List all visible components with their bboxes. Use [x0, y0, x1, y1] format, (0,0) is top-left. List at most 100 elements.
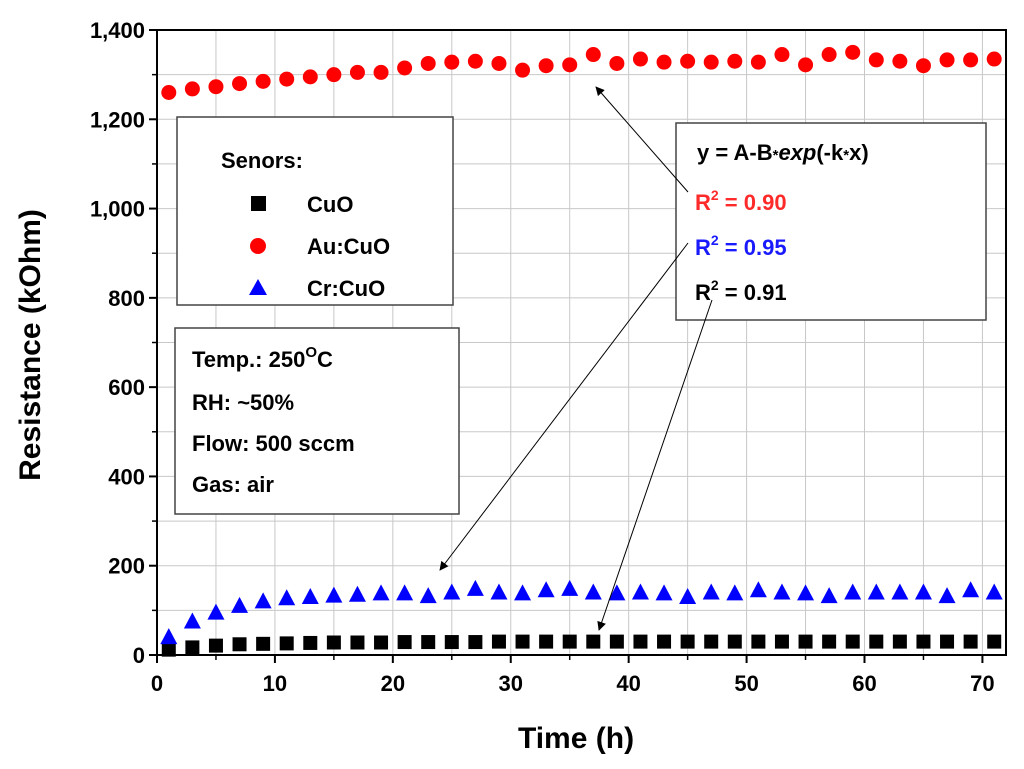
- temp-unit: C: [317, 347, 333, 372]
- condition-flow: Flow: 500 sccm: [192, 431, 355, 456]
- point-cuo: [515, 634, 530, 649]
- point-au-cuo: [161, 85, 177, 100]
- point-cuo: [727, 634, 742, 649]
- point-cr-cuo: [584, 583, 602, 600]
- fit-eq-part-3: x): [849, 140, 869, 165]
- point-au-cuo: [868, 52, 884, 68]
- r2-cr-cuo: R2 = 0.95: [695, 232, 787, 260]
- point-cr-cuo: [514, 584, 532, 601]
- point-cuo: [892, 634, 907, 649]
- fit-equation: y = A-B*exp(-k*x): [697, 140, 869, 165]
- x-axis-title: Time (h): [518, 722, 634, 755]
- point-au-cuo: [609, 55, 625, 71]
- legend-label-cuo: CuO: [307, 192, 353, 217]
- point-au-cuo: [444, 54, 460, 70]
- x-tick-label: 50: [734, 671, 758, 696]
- y-tick-label: 1,000: [90, 197, 145, 222]
- r2-au-value: = 0.90: [719, 190, 787, 215]
- y-tick-label: 800: [108, 286, 145, 311]
- legend-label-cr-cuo: Cr:CuO: [307, 276, 385, 301]
- point-au-cuo: [821, 47, 837, 63]
- x-tick-label: 30: [499, 671, 523, 696]
- point-cr-cuo: [749, 581, 767, 598]
- x-tick-label: 10: [263, 671, 287, 696]
- point-au-cuo: [727, 53, 743, 69]
- point-cr-cuo: [561, 579, 579, 596]
- point-cuo: [657, 634, 672, 649]
- axis-ticks: 0 10 20 30 40 50 60 70 0 200 400 600 800 1,000 1,200 1,…: [90, 18, 995, 696]
- point-cr-cuo: [396, 584, 414, 601]
- point-cuo: [208, 638, 223, 653]
- point-cr-cuo: [726, 584, 744, 601]
- r2-cuo: R2 = 0.91: [695, 277, 787, 305]
- point-au-cuo: [538, 58, 554, 74]
- point-au-cuo: [491, 55, 507, 71]
- point-cr-cuo: [419, 587, 437, 604]
- fit-eq-part-2: (-k: [816, 140, 844, 165]
- point-au-cuo: [349, 64, 365, 80]
- point-cr-cuo: [372, 584, 390, 601]
- y-tick-label: 600: [108, 375, 145, 400]
- point-au-cuo: [232, 76, 248, 92]
- r2-cuo-letter: R: [695, 280, 711, 305]
- r2-cuo-value: = 0.91: [719, 280, 787, 305]
- temp-label: Temp.: 250: [192, 347, 305, 372]
- point-cuo: [303, 635, 318, 650]
- point-au-cuo: [326, 67, 342, 83]
- arrow-to-cr-cuo: [439, 242, 689, 571]
- point-au-cuo: [680, 53, 696, 69]
- r2-cr-value: = 0.95: [719, 235, 787, 260]
- point-cuo: [916, 634, 931, 649]
- point-cr-cuo: [773, 583, 791, 600]
- point-au-cuo: [397, 60, 413, 76]
- point-au-cuo: [585, 47, 601, 63]
- r2-au-letter: R: [695, 190, 711, 215]
- arrow-to-au-cuo: [595, 86, 689, 193]
- y-tick-label: 1,400: [90, 18, 145, 43]
- point-au-cuo: [373, 64, 389, 80]
- point-au-cuo: [774, 47, 790, 63]
- data-points: [160, 44, 1003, 657]
- point-cr-cuo: [608, 584, 626, 601]
- point-cuo: [845, 634, 860, 649]
- point-cuo: [256, 636, 271, 651]
- point-au-cuo: [420, 55, 436, 71]
- point-cuo: [562, 634, 577, 649]
- point-cr-cuo: [962, 581, 980, 598]
- point-au-cuo: [562, 57, 578, 73]
- point-cr-cuo: [985, 583, 1003, 600]
- point-cr-cuo: [844, 583, 862, 600]
- point-cr-cuo: [325, 586, 343, 603]
- y-tick-label: 200: [108, 554, 145, 579]
- y-tick-label: 0: [133, 643, 145, 668]
- point-cuo: [539, 634, 554, 649]
- fit-eq-part-1: y = A-B: [697, 140, 773, 165]
- point-au-cuo: [208, 79, 224, 95]
- point-cr-cuo: [655, 584, 673, 601]
- point-cuo: [963, 634, 978, 649]
- point-au-cuo: [184, 81, 200, 97]
- r2-cr-letter: R: [695, 235, 711, 260]
- point-cr-cuo: [160, 628, 178, 645]
- condition-rh: RH: ~50%: [192, 390, 294, 415]
- r2-cr-sup: 2: [711, 232, 719, 248]
- point-au-cuo: [279, 71, 295, 87]
- point-cuo: [279, 636, 294, 651]
- conditions-frame: [174, 327, 460, 515]
- y-axis-title: Resistance (kOhm): [14, 209, 47, 481]
- point-cuo: [869, 634, 884, 649]
- fit-star-2: *: [843, 147, 849, 164]
- point-cuo: [704, 634, 719, 649]
- point-cuo: [940, 634, 955, 649]
- point-cuo: [680, 634, 695, 649]
- point-cuo: [374, 635, 389, 650]
- point-au-cuo: [798, 57, 814, 73]
- r2-au-cuo: R2 = 0.90: [695, 187, 787, 215]
- fit-box: y = A-B*exp(-k*x) R2 = 0.90 R2 = 0.95 R2…: [675, 122, 987, 321]
- point-cuo: [397, 635, 412, 650]
- temp-degree: O: [305, 344, 317, 361]
- point-cuo: [987, 634, 1002, 649]
- point-cuo: [798, 634, 813, 649]
- point-cr-cuo: [914, 583, 932, 600]
